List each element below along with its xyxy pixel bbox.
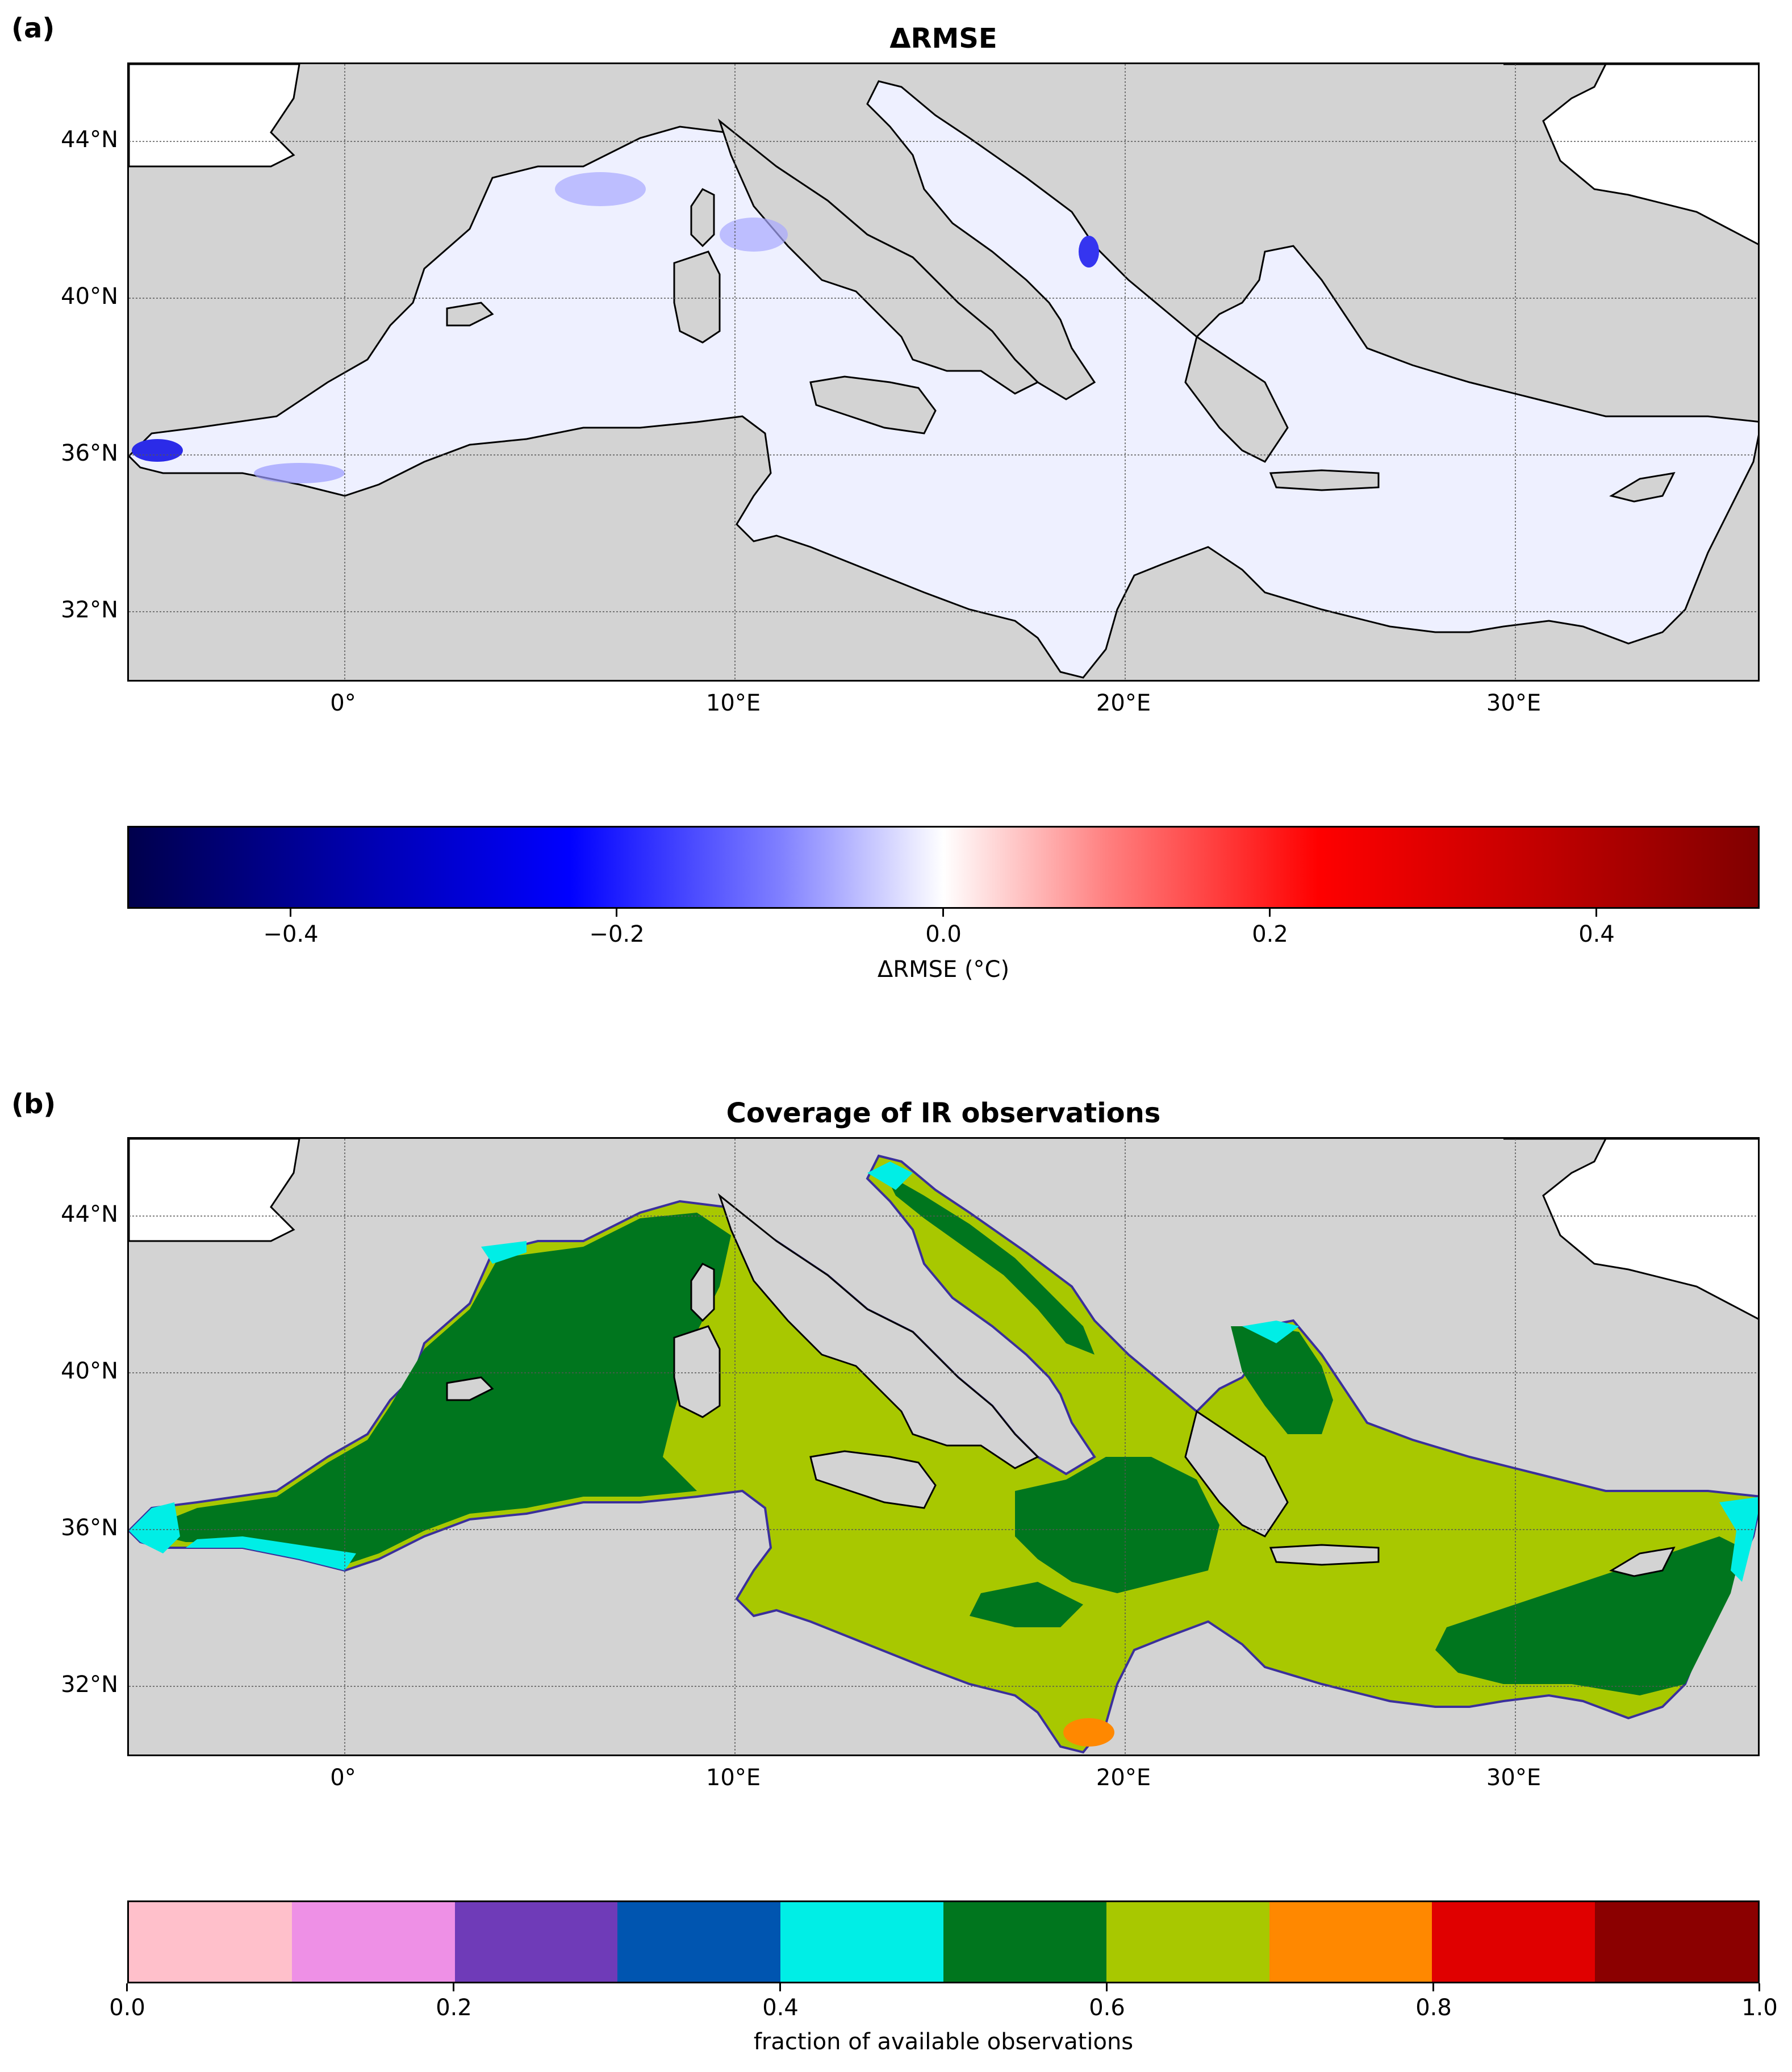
panel-a-cbar-tick-2: −0.2 (589, 921, 645, 947)
panel-a-letter: (a) (11, 12, 55, 44)
panel-b-colorbar-bin-3 (617, 1902, 781, 1982)
panel-b-cbar-tick-6: 1.0 (1741, 1995, 1778, 2021)
panel-a-cbar-tick-1: −0.4 (263, 921, 319, 947)
panel-a-lat-tick-36: 36°N (61, 440, 118, 466)
panel-b-cbar-tick-4: 0.6 (1089, 1995, 1125, 2021)
panel-b-colorbar-bin-2 (454, 1902, 618, 1982)
panel-b-cyprus (1609, 1547, 1676, 1577)
panel-a-sicily (809, 375, 937, 435)
panel-a-cbar-tick-4: 0.2 (1252, 921, 1288, 947)
panel-a-crete (1269, 469, 1380, 491)
panel-b-colorbar-bin-8 (1432, 1902, 1595, 1982)
panel-b-lon-tick-30: 30°E (1486, 1765, 1542, 1791)
panel-a-blacksea-white (1503, 64, 1758, 245)
panel-a-adriatic-patch (1079, 236, 1099, 268)
panel-b-aegean-cyan (1242, 1321, 1299, 1343)
panel-b-cbar-tick-3: 0.4 (762, 1995, 799, 2021)
panel-a-sardinia (673, 250, 721, 344)
panel-a-balearic (446, 302, 494, 327)
panel-b-lat-tick-44: 44°N (61, 1201, 118, 1227)
panel-b-france-white (129, 1139, 300, 1242)
panel-b-ionian-green (1015, 1457, 1219, 1593)
panel-b-lon-tick-20: 20°E (1096, 1765, 1151, 1791)
panel-b-lat-tick-40: 40°N (61, 1358, 118, 1384)
panel-a-cbar-tick-3: 0.0 (925, 921, 962, 947)
panel-b-west-med-green (140, 1213, 731, 1565)
panel-b-map (127, 1137, 1760, 1756)
panel-a-lat-tick-32: 32°N (61, 597, 118, 623)
panel-b-lon-tick-0: 0° (330, 1765, 356, 1791)
panel-b-blacksea-white (1503, 1139, 1758, 1320)
panel-a-title: ΔRMSE (889, 23, 997, 55)
panel-a-gridlines (129, 64, 1758, 680)
panel-b-levantine-green (1435, 1536, 1742, 1695)
panel-a-greece (1184, 335, 1289, 463)
panel-b-colorbar-bin-4 (780, 1902, 943, 1982)
panel-b-south-green (970, 1582, 1083, 1627)
panel-b-greece (1184, 1410, 1289, 1538)
panel-b-balearic (446, 1376, 494, 1401)
panel-b-colorbar-bin-9 (1595, 1902, 1758, 1982)
panel-b-adriatic-green (884, 1173, 1095, 1355)
panel-b-colorbar-bin-6 (1106, 1902, 1269, 1982)
panel-b-gridlines (129, 1139, 1758, 1754)
panel-b-cbar-tick-2: 0.2 (436, 1995, 472, 2021)
panel-a-cyprus (1609, 472, 1676, 503)
panel-a-lon-tick-30: 30°E (1486, 690, 1542, 716)
panel-b-colorbar-bin-0 (129, 1902, 292, 1982)
panel-a-cbar-label: ΔRMSE (°C) (877, 956, 1010, 983)
panel-b-cbar-tick-5: 0.8 (1415, 1995, 1452, 2021)
panel-a-france-white (129, 64, 300, 168)
panel-b-sirte-orange (1063, 1718, 1114, 1747)
panel-b-colorbar-bin-1 (291, 1902, 455, 1982)
panel-b-cbar-tick-1: 0.0 (109, 1995, 145, 2021)
panel-b-aegean-green (1231, 1326, 1333, 1434)
panel-a-lon-tick-0: 0° (330, 690, 356, 716)
panel-b-alboran-cyan (129, 1502, 180, 1553)
panel-b-cbar-label: fraction of available observations (753, 2029, 1134, 2055)
panel-a-colorbar (127, 826, 1760, 909)
panel-b-lat-tick-32: 32°N (61, 1672, 118, 1698)
panel-b-lon-tick-10: 10°E (705, 1765, 761, 1791)
panel-b-gulf-lion-cyan (481, 1241, 527, 1264)
panel-b-crete (1269, 1544, 1380, 1566)
panel-a-map (127, 62, 1760, 682)
panel-b-algeria-cyan (186, 1536, 356, 1570)
panel-b-corsica (690, 1263, 715, 1322)
panel-b-lat-tick-36: 36°N (61, 1515, 118, 1541)
panel-b-map-svg (129, 1139, 1758, 1754)
panel-b-colorbar-bin-7 (1269, 1902, 1432, 1982)
panel-b-italy (717, 1193, 1039, 1469)
panel-a-lat-tick-44: 44°N (61, 127, 118, 153)
panel-b-levant-cyan (1719, 1497, 1758, 1582)
panel-a-tyrrhenian-patch (720, 218, 788, 252)
panel-a-alboran-patch (132, 439, 183, 462)
panel-a-italy (717, 118, 1039, 395)
panel-b-sicily (809, 1450, 937, 1509)
panel-a-lon-tick-10: 10°E (705, 690, 761, 716)
panel-a-map-svg (129, 64, 1758, 680)
panel-b-sardinia (673, 1325, 721, 1418)
panel-a-algeria-patch (254, 463, 345, 483)
panel-a-lat-tick-40: 40°N (61, 283, 118, 310)
panel-b-colorbar (127, 1900, 1760, 1983)
panel-b-title: Coverage of IR observations (726, 1097, 1161, 1129)
panel-a-lon-tick-20: 20°E (1096, 690, 1151, 716)
panel-a-cbar-tick-5: 0.4 (1578, 921, 1615, 947)
panel-a-gulf-lion-patch (555, 172, 646, 206)
panel-b-north-adriatic-cyan (867, 1162, 913, 1190)
panel-b-colorbar-bin-5 (943, 1902, 1106, 1982)
panel-a-corsica (690, 188, 715, 248)
panel-b-letter: (b) (11, 1088, 56, 1120)
